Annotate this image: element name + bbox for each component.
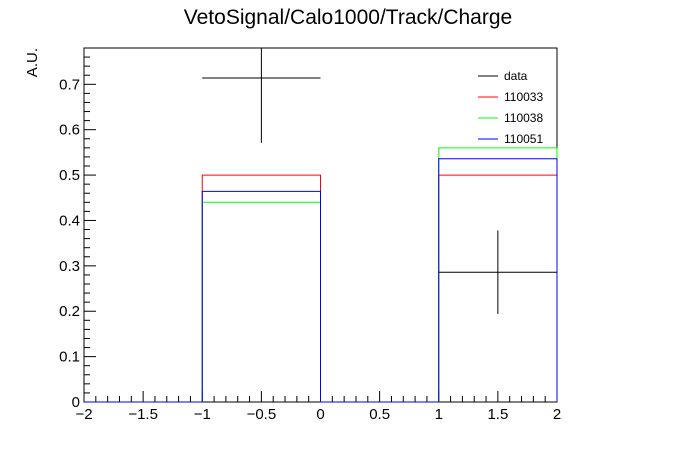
histogram-110051 xyxy=(84,158,558,403)
legend-item: 110033 xyxy=(478,90,543,104)
y-tick-label: 0.3 xyxy=(59,258,80,275)
legend-item: 110038 xyxy=(478,111,543,125)
legend-item: data xyxy=(478,69,528,83)
y-tick-label: 0.7 xyxy=(59,76,80,93)
x-tick-label: 2 xyxy=(553,406,561,423)
data-points xyxy=(202,48,557,314)
legend-label: 110051 xyxy=(504,132,543,146)
x-tick-label: 1.5 xyxy=(487,406,508,423)
legend-label: 110033 xyxy=(504,90,543,104)
x-tick-label: −0.5 xyxy=(247,406,277,423)
x-tick-label: 0 xyxy=(316,406,324,423)
legend-label: 110038 xyxy=(504,111,543,125)
y-tick-label: 0.4 xyxy=(59,212,80,229)
y-tick-label: 0 xyxy=(72,394,80,411)
chart-title: VetoSignal/Calo1000/Track/Charge xyxy=(184,6,512,29)
legend: data 110033 110038 110051 xyxy=(478,69,543,146)
data-point xyxy=(438,230,557,314)
y-tick-label: 0.2 xyxy=(59,303,80,320)
x-tick-label: −1.5 xyxy=(128,406,158,423)
y-tick-label: 0.5 xyxy=(59,167,80,184)
x-tick-label: 1 xyxy=(435,406,443,423)
y-tick-label: 0.6 xyxy=(59,122,80,139)
x-tick-label: 0.5 xyxy=(369,406,390,423)
y-axis-tick-labels: 0 0.1 0.2 0.3 0.4 0.5 0.6 0.7 xyxy=(59,76,80,411)
histogram-series xyxy=(84,147,558,403)
x-tick-label: −2 xyxy=(75,406,92,423)
data-point xyxy=(202,48,321,143)
y-axis-ticks xyxy=(84,47,96,403)
x-tick-label: −1 xyxy=(194,406,211,423)
x-axis-tick-labels: −2 −1.5 −1 −0.5 0 0.5 1 1.5 2 xyxy=(75,406,561,423)
legend-item: 110051 xyxy=(478,132,543,146)
y-axis-label: A.U. xyxy=(24,48,41,77)
y-tick-label: 0.1 xyxy=(59,349,80,366)
legend-label: data xyxy=(504,69,528,83)
